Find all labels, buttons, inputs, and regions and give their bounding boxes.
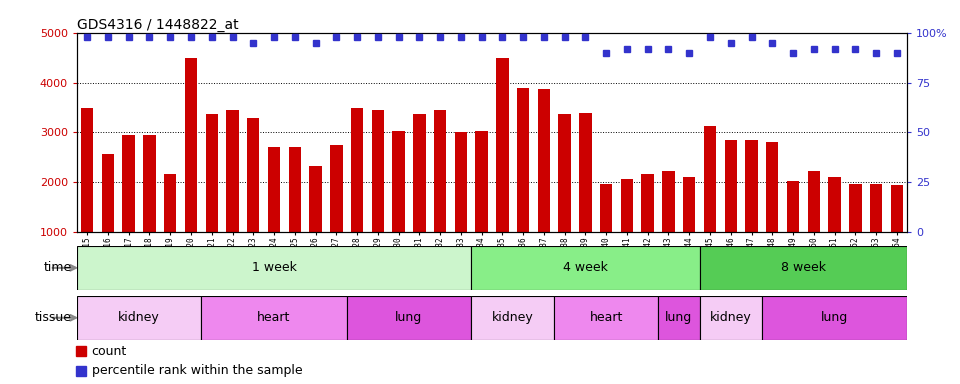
FancyBboxPatch shape: [700, 246, 907, 290]
Bar: [434, 110, 446, 282]
Bar: [766, 142, 779, 282]
Text: lung: lung: [821, 311, 849, 324]
Bar: [600, 184, 612, 282]
Bar: [143, 135, 156, 282]
Bar: [455, 132, 468, 282]
Bar: [538, 89, 550, 282]
Bar: [413, 114, 425, 282]
Text: 8 week: 8 week: [780, 262, 826, 274]
FancyBboxPatch shape: [202, 296, 347, 340]
Bar: [849, 184, 861, 282]
Bar: [683, 177, 695, 282]
Bar: [123, 135, 135, 282]
Bar: [870, 184, 882, 282]
Bar: [745, 140, 757, 282]
Bar: [787, 181, 800, 282]
Text: tissue: tissue: [35, 311, 72, 324]
Bar: [205, 114, 218, 282]
Text: kidney: kidney: [709, 311, 752, 324]
Bar: [725, 140, 737, 282]
Bar: [184, 58, 197, 282]
Text: heart: heart: [257, 311, 291, 324]
Text: 1 week: 1 week: [252, 262, 297, 274]
Bar: [227, 110, 239, 282]
Bar: [247, 118, 259, 282]
Bar: [641, 174, 654, 282]
Text: lung: lung: [396, 311, 422, 324]
FancyBboxPatch shape: [347, 296, 471, 340]
Text: 4 week: 4 week: [563, 262, 608, 274]
FancyBboxPatch shape: [762, 296, 907, 340]
Bar: [828, 177, 841, 282]
Bar: [350, 108, 363, 282]
Text: heart: heart: [589, 311, 623, 324]
Bar: [268, 147, 280, 282]
FancyBboxPatch shape: [77, 246, 471, 290]
Bar: [579, 113, 591, 282]
Text: GDS4316 / 1448822_at: GDS4316 / 1448822_at: [77, 18, 238, 31]
Text: lung: lung: [665, 311, 692, 324]
FancyBboxPatch shape: [77, 296, 202, 340]
Bar: [496, 58, 509, 282]
Bar: [289, 147, 301, 282]
Bar: [102, 154, 114, 282]
Bar: [393, 131, 405, 282]
Text: kidney: kidney: [492, 311, 534, 324]
Bar: [704, 126, 716, 282]
FancyBboxPatch shape: [471, 296, 554, 340]
Bar: [807, 171, 820, 282]
FancyBboxPatch shape: [554, 296, 659, 340]
Bar: [516, 88, 529, 282]
FancyBboxPatch shape: [659, 296, 700, 340]
Bar: [891, 185, 903, 282]
FancyBboxPatch shape: [471, 246, 700, 290]
Bar: [164, 174, 177, 282]
Bar: [621, 179, 634, 282]
Bar: [81, 108, 93, 282]
Bar: [372, 110, 384, 282]
Bar: [330, 145, 343, 282]
Bar: [559, 114, 571, 282]
Bar: [662, 171, 675, 282]
Text: kidney: kidney: [118, 311, 160, 324]
Bar: [309, 166, 322, 282]
Text: count: count: [92, 345, 127, 358]
Bar: [475, 131, 488, 282]
FancyBboxPatch shape: [700, 296, 762, 340]
Text: time: time: [44, 262, 72, 274]
Text: percentile rank within the sample: percentile rank within the sample: [92, 364, 302, 377]
